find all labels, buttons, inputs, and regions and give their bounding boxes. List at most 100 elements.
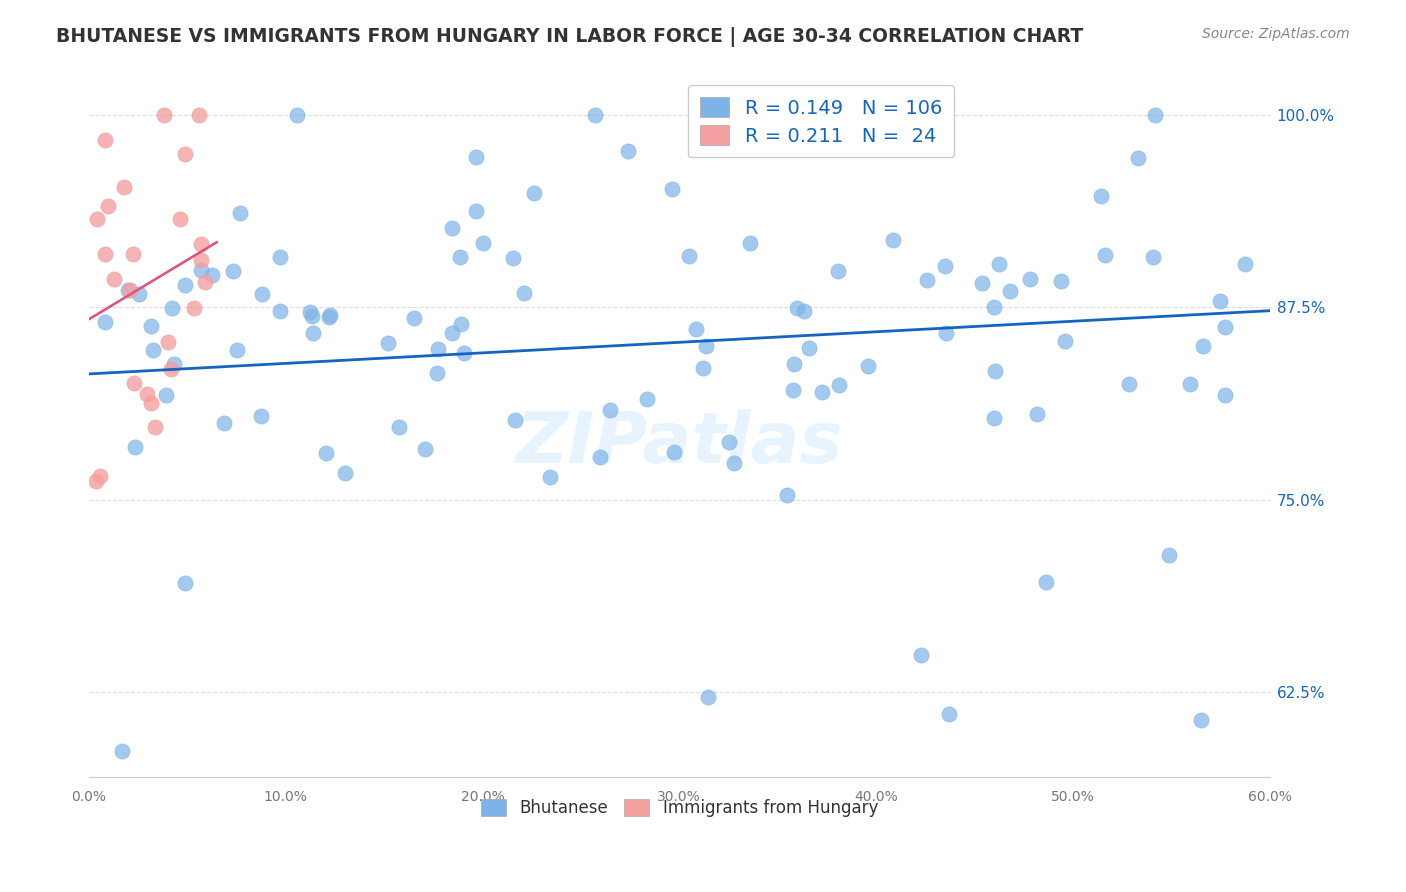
Point [1213,320,1236,334]
Point [1142,250,1164,264]
Point [972,276,994,290]
Point [740,235,762,250]
Point [174,147,197,161]
Point [117,284,139,298]
Point [828,377,851,392]
Point [162,301,184,315]
Point [152,108,174,122]
Point [103,272,125,286]
Point [252,286,274,301]
Point [465,150,488,164]
Point [143,420,166,434]
Point [249,409,271,424]
Point [503,413,526,427]
Point [1143,108,1166,122]
Point [617,144,640,158]
Point [188,108,211,122]
Point [319,308,342,322]
Point [1054,334,1077,348]
Point [388,420,411,434]
Point [86,212,108,227]
Point [465,204,488,219]
Point [315,446,337,460]
Point [169,211,191,226]
Point [1094,248,1116,262]
Point [318,310,340,325]
Point [915,272,938,286]
Point [139,319,162,334]
Point [636,392,658,407]
Point [799,341,821,355]
Point [678,249,700,263]
Point [190,253,212,268]
Point [139,395,162,409]
Point [212,416,235,430]
Point [1159,548,1181,562]
Point [122,247,145,261]
Point [453,346,475,360]
Point [118,283,141,297]
Point [124,440,146,454]
Point [156,334,179,349]
Point [190,262,212,277]
Point [222,263,245,277]
Point [662,445,685,459]
Point [983,300,1005,314]
Point [426,342,449,356]
Point [1026,407,1049,421]
Point [1035,575,1057,590]
Point [441,220,464,235]
Point [723,456,745,470]
Point [111,743,134,757]
Point [183,301,205,315]
Point [793,304,815,318]
Point [717,435,740,450]
Point [1189,713,1212,727]
Point [583,108,606,122]
Point [160,362,183,376]
Point [522,186,544,200]
Point [413,442,436,456]
Point [938,707,960,722]
Point [1213,388,1236,402]
Point [122,376,145,391]
Point [89,468,111,483]
Point [226,343,249,358]
Point [229,206,252,220]
Point [1233,257,1256,271]
Point [910,648,932,662]
Point [987,257,1010,271]
Point [1019,272,1042,286]
Point [335,467,357,481]
Point [269,303,291,318]
Point [786,301,808,315]
Point [1126,151,1149,165]
Point [538,470,561,484]
Legend: Bhutanese, Immigrants from Hungary: Bhutanese, Immigrants from Hungary [472,790,886,825]
Point [128,286,150,301]
Point [983,411,1005,425]
Point [173,278,195,293]
Point [190,236,212,251]
Point [695,339,717,353]
Point [882,233,904,247]
Point [775,488,797,502]
Point [269,250,291,264]
Point [285,108,308,122]
Point [174,575,197,590]
Point [589,450,612,464]
Point [97,199,120,213]
Point [440,326,463,340]
Point [934,260,956,274]
Point [94,247,117,261]
Point [1178,376,1201,391]
Point [112,179,135,194]
Point [502,251,524,265]
Point [782,383,804,397]
Point [984,364,1007,378]
Point [377,335,399,350]
Point [783,357,806,371]
Point [141,343,163,357]
Point [402,310,425,325]
Point [301,309,323,323]
